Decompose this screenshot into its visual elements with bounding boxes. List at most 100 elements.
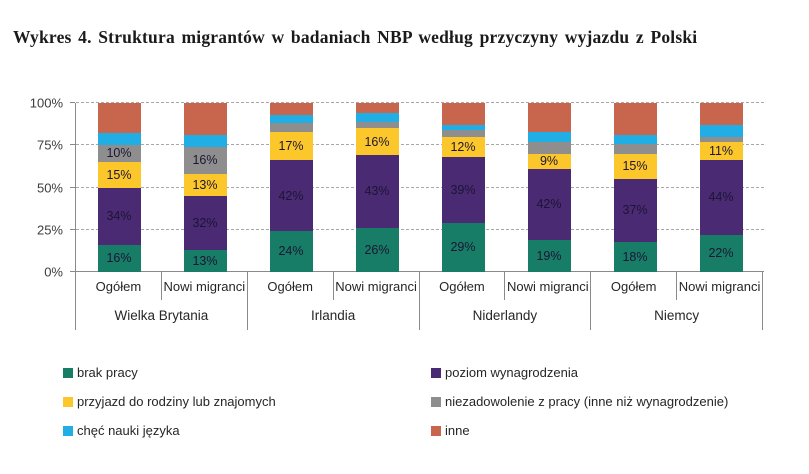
bar-cell: 26% 43% 16%	[334, 103, 420, 272]
data-label: 16%	[364, 134, 390, 149]
bar-axis-label: Nowi migranci	[677, 272, 763, 300]
segment-s2-b4: 12%	[441, 136, 485, 158]
segment-s3-b6	[613, 143, 657, 154]
y-tick-label: 75%	[36, 137, 63, 153]
segment-s2-b2: 17%	[269, 131, 313, 161]
bar-cell: 18% 37% 15%	[592, 103, 678, 272]
legend-item-0: brak pracy	[63, 365, 431, 380]
bar-cell: 19% 42% 9%	[506, 103, 592, 272]
y-axis: 0% 25% 50% 75% 100%	[0, 96, 75, 280]
bar-axis-label: Ogółem	[248, 272, 334, 300]
segment-s3-b1: 16%	[183, 146, 227, 174]
data-label: 15%	[622, 159, 648, 174]
segment-s3-b4	[441, 130, 485, 137]
data-label: 44%	[708, 190, 734, 205]
bar-cell: 24% 42% 17%	[248, 103, 334, 272]
legend-item-1: poziom wynagrodzenia	[431, 365, 728, 380]
bar-axis-label: Ogółem	[591, 272, 678, 300]
data-label: 12%	[450, 139, 476, 154]
segment-s1-b7: 44%	[699, 160, 743, 235]
group-axis-label: Niemcy	[591, 300, 763, 330]
category-axis: Ogółem Nowi migranci Ogółem Nowi migranci Og…	[75, 272, 763, 330]
segment-s4-b6	[613, 135, 657, 144]
segment-s3-b3	[355, 121, 399, 129]
stacked-bar-0: 16% 34% 15% 10%	[97, 103, 141, 272]
segment-s4-b5	[527, 131, 571, 142]
segment-s5-b2	[269, 103, 313, 115]
data-label: 10%	[106, 146, 132, 161]
group-axis-label: Irlandia	[248, 300, 420, 330]
data-label: 26%	[364, 242, 390, 257]
segment-s0-b3: 26%	[355, 228, 399, 272]
segment-s1-b5: 42%	[527, 168, 571, 240]
bar-label-row: Ogółem Nowi migranci Ogółem Nowi migranci Og…	[75, 272, 763, 300]
legend-label: niezadowolenie z pracy (inne niż wynagro…	[445, 394, 729, 409]
segment-s5-b1	[183, 103, 227, 136]
segment-s0-b7: 22%	[699, 234, 743, 272]
segment-s1-b1: 32%	[183, 195, 227, 251]
gridline-75	[76, 144, 764, 146]
legend-item-3: niezadowolenie z pracy (inne niż wynagro…	[431, 394, 728, 409]
segment-s0-b4: 29%	[441, 223, 485, 272]
legend-swatch-icon	[63, 396, 73, 407]
segment-s0-b0: 16%	[97, 244, 141, 272]
data-label: 32%	[192, 215, 218, 230]
segment-s2-b7: 11%	[699, 141, 743, 161]
segment-s1-b0: 34%	[97, 187, 141, 245]
segment-s2-b6: 15%	[613, 153, 657, 180]
segment-s3-b7	[699, 136, 743, 142]
data-label: 42%	[536, 197, 562, 212]
stacked-bar-2: 24% 42% 17%	[269, 103, 313, 272]
gridline-25	[76, 228, 764, 230]
segment-s0-b5: 19%	[527, 239, 571, 272]
segment-s2-b1: 13%	[183, 173, 227, 196]
bar-axis-label: Ogółem	[76, 272, 162, 300]
segment-s3-b5	[527, 141, 571, 154]
bar-axis-label: Nowi migranci	[162, 272, 248, 300]
stacked-bar-1: 13% 32% 13% 16%	[183, 103, 227, 272]
data-label: 16%	[192, 153, 218, 168]
data-label: 9%	[539, 154, 559, 169]
segment-s4-b7	[699, 125, 743, 137]
legend-item-5: inne	[431, 423, 728, 438]
y-tick-label: 100%	[29, 95, 63, 111]
segment-s3-b2	[269, 123, 313, 132]
bar-axis-label: Nowi migranci	[505, 272, 592, 300]
group-axis-label: Niderlandy	[420, 300, 592, 330]
segment-s5-b3	[355, 103, 399, 114]
segment-s1-b4: 39%	[441, 157, 485, 223]
segment-s2-b3: 16%	[355, 128, 399, 156]
chart-title: Wykres 4. Struktura migrantów w badaniac…	[13, 27, 698, 47]
data-label: 24%	[278, 244, 304, 259]
bar-cell: 22% 44% 11%	[678, 103, 764, 272]
data-label: 19%	[536, 248, 562, 263]
legend-swatch-icon	[63, 367, 73, 378]
bars-container: 16% 34% 15% 10% 13% 32% 13% 16% 24% 42% 17% 26% 43% 1…	[76, 103, 764, 272]
gridline-50	[76, 186, 764, 188]
y-tick-mark	[70, 271, 75, 272]
segment-s0-b6: 18%	[613, 241, 657, 272]
segment-s2-b0: 15%	[97, 162, 141, 188]
group-axis-label: Wielka Brytania	[76, 300, 248, 330]
y-tick-mark	[70, 186, 75, 188]
data-label: 13%	[192, 253, 218, 268]
bar-cell: 13% 32% 13% 16%	[162, 103, 248, 272]
segment-s1-b3: 43%	[355, 155, 399, 229]
data-label: 15%	[106, 167, 132, 182]
segment-s1-b2: 42%	[269, 160, 313, 232]
segment-s4-b1	[183, 135, 227, 147]
y-tick-mark	[70, 102, 75, 103]
segment-s5-b0	[97, 103, 141, 134]
segment-s1-b6: 37%	[613, 179, 657, 242]
data-label: 22%	[708, 246, 734, 261]
y-tick-label: 25%	[36, 222, 63, 238]
data-label: 13%	[192, 177, 218, 192]
legend-swatch-icon	[431, 396, 441, 407]
bar-cell: 29% 39% 12%	[420, 103, 506, 272]
bar-cell: 16% 34% 15% 10%	[76, 103, 162, 272]
data-label: 39%	[450, 182, 476, 197]
group-label-row: Wielka Brytania Irlandia Niderlandy Niemcy	[75, 300, 763, 330]
legend-swatch-icon	[63, 425, 73, 436]
y-tick-label: 0%	[44, 264, 63, 280]
x-axis-line	[76, 271, 764, 272]
